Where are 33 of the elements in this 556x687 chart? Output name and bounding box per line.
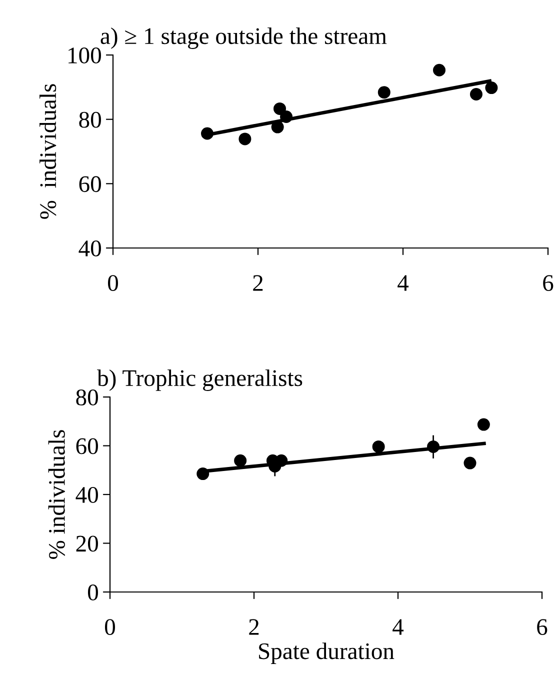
point [274,102,286,115]
y-tick-label: 60 [76,438,98,454]
y-tick-label: 40 [76,486,98,503]
y-tick-label: 20 [76,536,98,552]
point [234,454,247,467]
x-tick-label: 2 [253,275,263,291]
y-tick-label: 80 [76,389,98,406]
point [196,468,210,480]
x-tick-label: 4 [392,619,404,635]
y-axis-title: % individuals [48,430,66,559]
y-tick-label: 40 [78,240,101,256]
point [470,88,482,100]
x-tick-label: 4 [398,275,409,291]
y-tick-label: 60 [79,176,101,192]
y-tick-label: 80 [79,112,101,128]
point [464,456,476,470]
x-tick-label: 6 [543,275,554,292]
point [238,132,252,146]
x-tick-label: 6 [537,619,548,636]
point [433,64,446,76]
x-axis-title: Spate duration [259,642,394,664]
x-tick-label: 0 [108,275,118,292]
x-tick-label: 0 [104,619,116,636]
point [485,82,498,94]
chart-title: a) ≥ 1 stage outside the stream [100,28,387,49]
y-tick-label: 100 [68,47,101,64]
y-axis-title: % individuals [40,84,56,219]
y-tick-label: 0 [88,584,98,600]
chart-title: b) Trophic generalists [97,370,302,391]
point [372,440,385,453]
x-tick-label: 2 [249,619,259,635]
point [477,418,490,431]
point [378,86,390,99]
